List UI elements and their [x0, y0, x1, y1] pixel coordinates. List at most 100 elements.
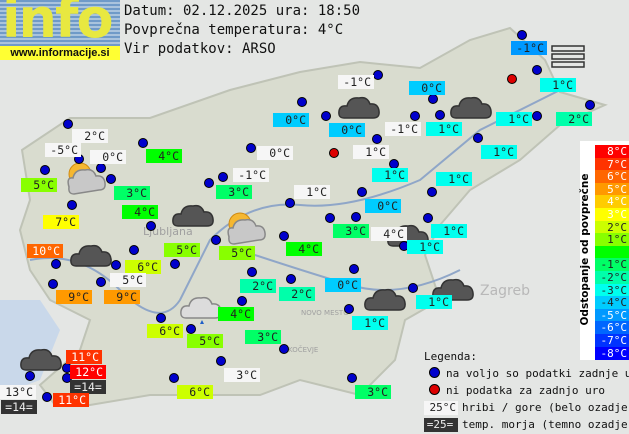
station-dot[interactable]: [473, 133, 483, 143]
temperature-label-valley: 12°C: [70, 365, 106, 379]
station-dot[interactable]: [532, 65, 542, 75]
temperature-label-mountain: -5°C: [45, 143, 81, 157]
station-dot[interactable]: [585, 100, 595, 110]
no-data-dot[interactable]: [507, 74, 517, 84]
station-dot[interactable]: [372, 134, 382, 144]
temperature-label-mountain: 2°C: [72, 129, 108, 143]
station-dot[interactable]: [40, 165, 50, 175]
station-dot[interactable]: [423, 213, 433, 223]
temperature-label-valley: 1°C: [416, 295, 452, 309]
station-dot[interactable]: [344, 304, 354, 314]
temperature-label-valley: 1°C: [431, 224, 467, 238]
logo-url[interactable]: www.informacije.si: [0, 46, 120, 60]
average-temperature-line: Povprečna temperatura: 4°C: [124, 22, 344, 38]
scale-row: 4°C: [595, 195, 629, 209]
station-dot[interactable]: [48, 279, 58, 289]
sun-cloud-icon: [67, 162, 106, 195]
dark-cloud-icon: [172, 204, 214, 227]
legend-available-text: na voljo so podatki zadnje ure: [446, 367, 629, 380]
station-dot[interactable]: [111, 260, 121, 270]
station-dot[interactable]: [427, 187, 437, 197]
station-dot[interactable]: [279, 344, 289, 354]
legend-sea: =25= temp. morja (temno ozadje): [424, 417, 629, 434]
scale-row: [595, 245, 629, 259]
station-dot[interactable]: [25, 371, 35, 381]
temperature-label-valley: 10°C: [27, 244, 63, 258]
station-dot[interactable]: [532, 111, 542, 121]
legend-mountain: 25°C hribi / gore (belo ozadje): [424, 400, 629, 417]
scale-row: 5°C: [595, 182, 629, 196]
dark-cloud-icon: [70, 244, 112, 267]
station-dot[interactable]: [204, 178, 214, 188]
sea-area: [0, 300, 60, 395]
station-dot[interactable]: [169, 373, 179, 383]
dark-cloud-icon: [450, 96, 492, 119]
station-dot[interactable]: [321, 111, 331, 121]
station-dot[interactable]: [435, 110, 445, 120]
station-dot[interactable]: [146, 221, 156, 231]
dark-cloud-icon: [432, 278, 474, 301]
station-dot[interactable]: [408, 283, 418, 293]
station-dot[interactable]: [325, 213, 335, 223]
temperature-label-mountain: -1°C: [385, 122, 421, 136]
legend-title: Legenda:: [424, 350, 477, 363]
temperature-label-valley: 2°C: [556, 112, 592, 126]
temperature-label-sea: =14=: [70, 380, 106, 394]
legend-available: na voljo so podatki zadnje ure: [424, 366, 629, 383]
date-line: Datum: 02.12.2025 ura: 18:50: [124, 3, 361, 19]
station-dot[interactable]: [96, 277, 106, 287]
station-dot[interactable]: [279, 231, 289, 241]
station-dot[interactable]: [349, 264, 359, 274]
station-dot[interactable]: [218, 172, 228, 182]
blue-dot-icon: [429, 367, 440, 378]
temperature-label-valley: 1°C: [426, 122, 462, 136]
station-dot[interactable]: [42, 392, 52, 402]
station-dot[interactable]: [246, 143, 256, 153]
station-dot[interactable]: [96, 163, 106, 173]
station-dot[interactable]: [170, 259, 180, 269]
legend-mountain-text: hribi / gore (belo ozadje): [462, 401, 629, 414]
temperature-label-valley: 4°C: [286, 242, 322, 256]
scale-row: -1°C: [595, 258, 629, 272]
station-dot[interactable]: [186, 324, 196, 334]
station-dot[interactable]: [51, 259, 61, 269]
temperature-label-valley: 1°C: [407, 240, 443, 254]
temperature-label-valley: 5°C: [21, 178, 57, 192]
legend-no-data: ni podatka za zadnjo uro: [424, 383, 629, 400]
station-dot[interactable]: [106, 174, 116, 184]
station-dot[interactable]: [211, 235, 221, 245]
station-dot[interactable]: [347, 373, 357, 383]
station-dot[interactable]: [63, 119, 73, 129]
no-data-dot[interactable]: [329, 148, 339, 158]
station-dot[interactable]: [297, 97, 307, 107]
station-dot[interactable]: [129, 245, 139, 255]
station-dot[interactable]: [156, 313, 166, 323]
temperature-label-valley: 6°C: [147, 324, 183, 338]
temperature-label-valley: 4°C: [218, 307, 254, 321]
station-dot[interactable]: [67, 200, 77, 210]
station-dot[interactable]: [216, 356, 226, 366]
map-label-zagreb: Zagreb: [480, 283, 531, 299]
scale-row: 6°C: [595, 170, 629, 184]
station-dot[interactable]: [247, 267, 257, 277]
station-dot[interactable]: [138, 138, 148, 148]
temperature-label-valley: 3°C: [355, 385, 391, 399]
station-dot[interactable]: [351, 212, 361, 222]
station-dot[interactable]: [286, 274, 296, 284]
station-dot[interactable]: [517, 30, 527, 40]
logo[interactable]: info www.informacije.si: [0, 0, 120, 60]
dark-cloud-icon: [364, 288, 406, 311]
temperature-label-valley: 5°C: [219, 246, 255, 260]
scale-row: -2°C: [595, 271, 629, 284]
temperature-label-sea: =14=: [1, 400, 37, 414]
station-dot[interactable]: [237, 296, 247, 306]
station-dot[interactable]: [428, 94, 438, 104]
sea-sample: =25=: [424, 418, 458, 432]
temperature-label-mountain: -1°C: [338, 75, 374, 89]
station-dot[interactable]: [285, 198, 295, 208]
station-dot[interactable]: [410, 111, 420, 121]
station-dot[interactable]: [373, 70, 383, 80]
temperature-label-valley: 3°C: [114, 186, 150, 200]
temperature-label-valley: 1°C: [372, 168, 408, 182]
station-dot[interactable]: [357, 187, 367, 197]
